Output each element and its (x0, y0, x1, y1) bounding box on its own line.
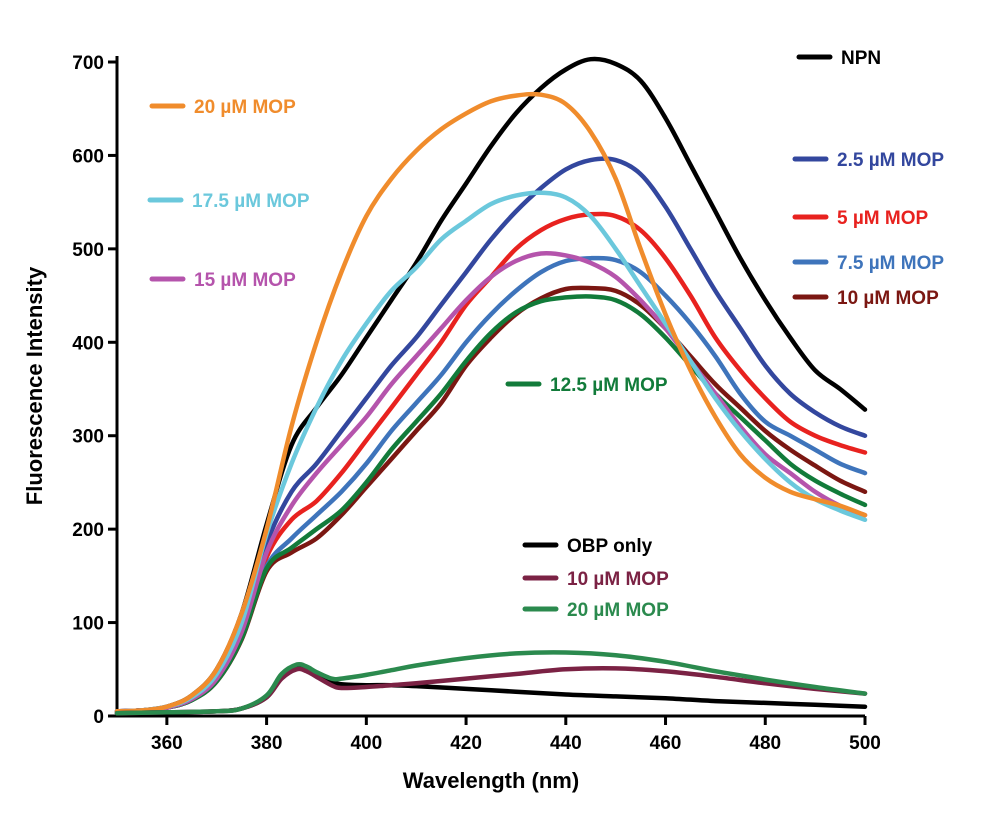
x-tick-label: 400 (350, 733, 382, 754)
x-tick-label: 500 (849, 733, 881, 754)
x-tick-label: 480 (749, 733, 781, 754)
series-line-8 (114, 91, 868, 714)
legend-label: 15 µM MOP (194, 270, 296, 291)
series-line-5 (114, 294, 868, 714)
y-ticks: 0 100 200 300 400 500 600 700 (72, 53, 117, 728)
x-axis-title: Wavelength (nm) (403, 768, 579, 793)
legend-label: 12.5 µM MOP (550, 375, 668, 396)
legend-label: 17.5 µM MOP (192, 191, 310, 212)
x-tick-label: 440 (550, 733, 582, 754)
y-tick-label: 500 (72, 240, 104, 261)
legend-label: 20 µM MOP (567, 600, 669, 621)
y-axis-title: Fluorescence Intensity (22, 266, 47, 505)
legend-label: 10 µM MOP (567, 569, 669, 590)
y-tick-label: 700 (72, 53, 104, 74)
y-tick-label: 200 (72, 520, 104, 541)
y-tick-label: 0 (93, 707, 104, 728)
legend: NPN 20 µM MOP 2.5 µM MOP 17.5 µM MOP 5 µM MO… (147, 48, 944, 621)
legend-label: 10 µM MOP (837, 288, 939, 309)
legend-item: 20 µM MOP (149, 97, 296, 118)
legend-item: 10 µM MOP (792, 288, 939, 309)
y-tick-label: 600 (72, 146, 104, 167)
legend-item: OBP only (522, 536, 653, 557)
legend-item: 17.5 µM MOP (147, 191, 310, 212)
legend-label: NPN (841, 48, 881, 69)
y-tick-label: 100 (72, 614, 104, 635)
legend-item: 20 µM MOP (522, 600, 669, 621)
x-ticks: 360 380 400 420 440 460 480 500 (151, 716, 881, 754)
series-line-6 (114, 250, 868, 714)
series-line-9 (114, 664, 868, 716)
series-line-11 (114, 650, 868, 716)
legend-item: 10 µM MOP (522, 569, 669, 590)
legend-label: 20 µM MOP (194, 97, 296, 118)
legend-label: 2.5 µM MOP (837, 150, 944, 171)
x-tick-label: 460 (650, 733, 682, 754)
series-lines (114, 56, 868, 716)
legend-item: 5 µM MOP (792, 208, 929, 229)
legend-item: 7.5 µM MOP (792, 253, 944, 274)
y-tick-label: 400 (72, 333, 104, 354)
x-tick-label: 360 (151, 733, 183, 754)
legend-label: OBP only (567, 536, 653, 557)
legend-item: 2.5 µM MOP (792, 150, 944, 171)
legend-item: NPN (796, 48, 881, 69)
axes (115, 56, 865, 718)
legend-item: 12.5 µM MOP (505, 375, 668, 396)
legend-item: 15 µM MOP (149, 270, 296, 291)
y-tick-label: 300 (72, 427, 104, 448)
legend-label: 5 µM MOP (837, 208, 929, 229)
x-tick-label: 420 (450, 733, 482, 754)
series-line-7 (114, 190, 868, 714)
x-tick-label: 380 (251, 733, 283, 754)
series-line-1 (114, 156, 868, 714)
legend-label: 7.5 µM MOP (837, 253, 944, 274)
